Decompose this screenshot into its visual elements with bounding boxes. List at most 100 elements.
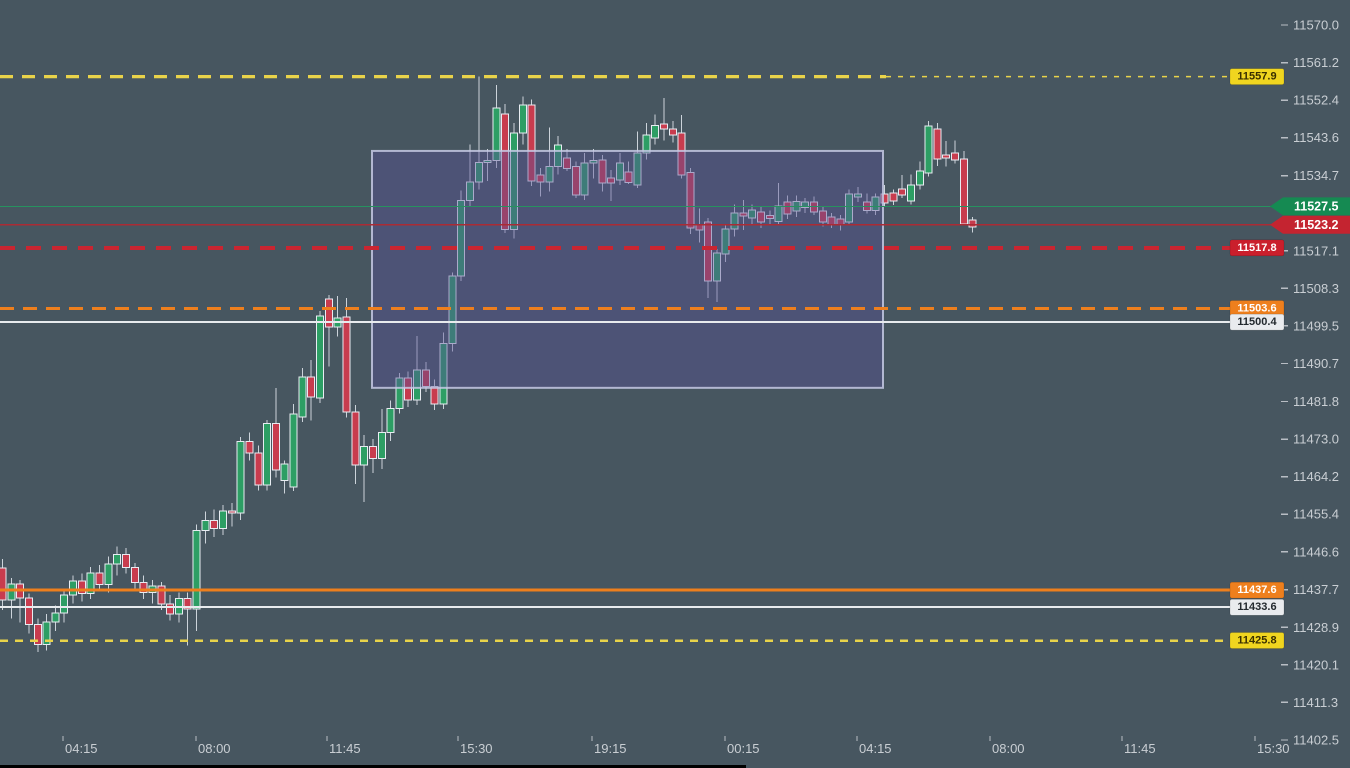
candle-down	[307, 376, 316, 398]
candle-down	[342, 316, 351, 413]
price-alert-chip-value: 11437.6	[1237, 584, 1276, 596]
candle-down	[527, 104, 536, 182]
candle-down	[95, 572, 104, 586]
time-tick-label: 04:15	[65, 741, 98, 756]
candle-up	[633, 152, 642, 186]
price-tick-label: 11446.6	[1293, 544, 1339, 559]
candle-down	[501, 113, 510, 230]
price-tick-label: 11420.1	[1293, 657, 1339, 672]
candle-up	[104, 563, 113, 586]
price-alert-chip-value: 11500.4	[1237, 316, 1277, 328]
price-tick-label: 11499.5	[1293, 318, 1339, 333]
candle-down	[783, 201, 792, 215]
time-tick-label: 19:15	[594, 741, 627, 756]
price-alert-chip-value: 11517.8	[1237, 242, 1276, 254]
candle-up	[51, 612, 60, 623]
candle-up	[651, 124, 660, 139]
time-tick-label: 15:30	[460, 741, 493, 756]
candle-up	[386, 407, 395, 434]
price-tick-label: 11473.0	[1293, 432, 1339, 447]
candle-down	[404, 377, 413, 401]
candle-up	[42, 621, 51, 645]
time-tick-label: 11:45	[1124, 741, 1156, 756]
candle-up	[492, 107, 501, 161]
price-tick-label: 11570.0	[1293, 18, 1339, 33]
price-tick-label: 11464.2	[1293, 469, 1339, 484]
price-alert-chip-value: 11503.6	[1237, 302, 1276, 314]
candle-down	[933, 128, 942, 160]
price-alert-chip[interactable]	[1229, 598, 1285, 616]
price-alert-chip[interactable]	[1229, 581, 1285, 599]
candle-up	[615, 162, 624, 181]
candle-down	[677, 132, 686, 176]
candle-up	[712, 252, 721, 282]
highlight-zone-box[interactable]	[371, 149, 884, 389]
candle-up	[510, 132, 519, 230]
bottom-loading-bar	[0, 765, 746, 768]
candle-down	[571, 166, 580, 196]
candle-down	[254, 452, 263, 486]
candle-down	[686, 172, 695, 229]
current-price-tag[interactable]	[1270, 197, 1350, 216]
candle-up	[554, 144, 563, 168]
candle-up	[906, 184, 915, 202]
candle-up	[483, 159, 492, 163]
candle-up	[730, 212, 739, 230]
current-price-tag-value: 11527.5	[1294, 199, 1339, 213]
current-price-tag[interactable]	[1270, 215, 1350, 234]
candle-up	[545, 166, 554, 183]
current-price-tag-value: 11523.2	[1294, 218, 1339, 232]
price-alert-chip[interactable]	[1229, 239, 1285, 257]
price-axis[interactable]: 11570.0 11561.2 11552.4 11543.6 11534.7 11517…	[1281, 18, 1339, 748]
price-tick-label: 11428.9	[1293, 620, 1339, 635]
candle-up	[465, 181, 474, 201]
candle-up	[192, 529, 201, 610]
candle-up	[518, 104, 527, 134]
candle-down	[959, 158, 968, 225]
price-tick-label: 11561.2	[1293, 55, 1339, 70]
candle-up	[580, 162, 589, 196]
candle-down	[607, 177, 616, 184]
candle-up	[69, 580, 78, 596]
candle-up	[86, 572, 95, 595]
candle-down	[624, 171, 633, 184]
candle-up	[113, 554, 122, 565]
price-alert-chip[interactable]	[1229, 313, 1285, 331]
candle-down	[121, 554, 130, 569]
price-tick-label: 11534.7	[1293, 168, 1339, 183]
candle-up	[854, 193, 863, 198]
candle-up	[280, 463, 289, 481]
price-tick-label: 11411.3	[1293, 695, 1338, 710]
candle-down	[245, 441, 254, 454]
candle-up	[60, 594, 69, 614]
candle-down	[24, 597, 33, 626]
candle-down	[660, 123, 668, 130]
candle-down	[324, 298, 333, 328]
candle-up	[457, 199, 466, 277]
candle-up	[474, 161, 483, 183]
candle-down	[898, 188, 907, 196]
time-tick-label: 00:15	[727, 741, 760, 756]
price-alert-chip[interactable]	[1229, 632, 1285, 649]
price-lines-layer	[0, 75, 1281, 642]
candle-down	[598, 159, 607, 184]
price-alert-chip-value: 11433.6	[1237, 601, 1276, 613]
time-tick-label: 04:15	[859, 741, 892, 756]
candle-down	[536, 174, 545, 183]
candle-down	[765, 214, 774, 219]
candle-down	[33, 624, 42, 645]
price-alert-chip[interactable]	[1229, 68, 1285, 85]
candle-down	[668, 128, 677, 136]
candle-up	[201, 520, 210, 531]
time-tick-label: 08:00	[992, 741, 1025, 756]
price-tick-label: 11508.3	[1293, 281, 1339, 296]
time-tick-label: 11:45	[329, 741, 361, 756]
time-axis[interactable]: 04:15 08:00 11:45 15:30 19:15 00:15 04:15 08:00…	[62, 736, 1290, 756]
candle-down	[166, 603, 175, 615]
candle-down	[889, 192, 898, 202]
candle-down	[951, 152, 960, 161]
price-tick-label: 11402.5	[1293, 733, 1339, 748]
candle-down	[968, 219, 977, 228]
